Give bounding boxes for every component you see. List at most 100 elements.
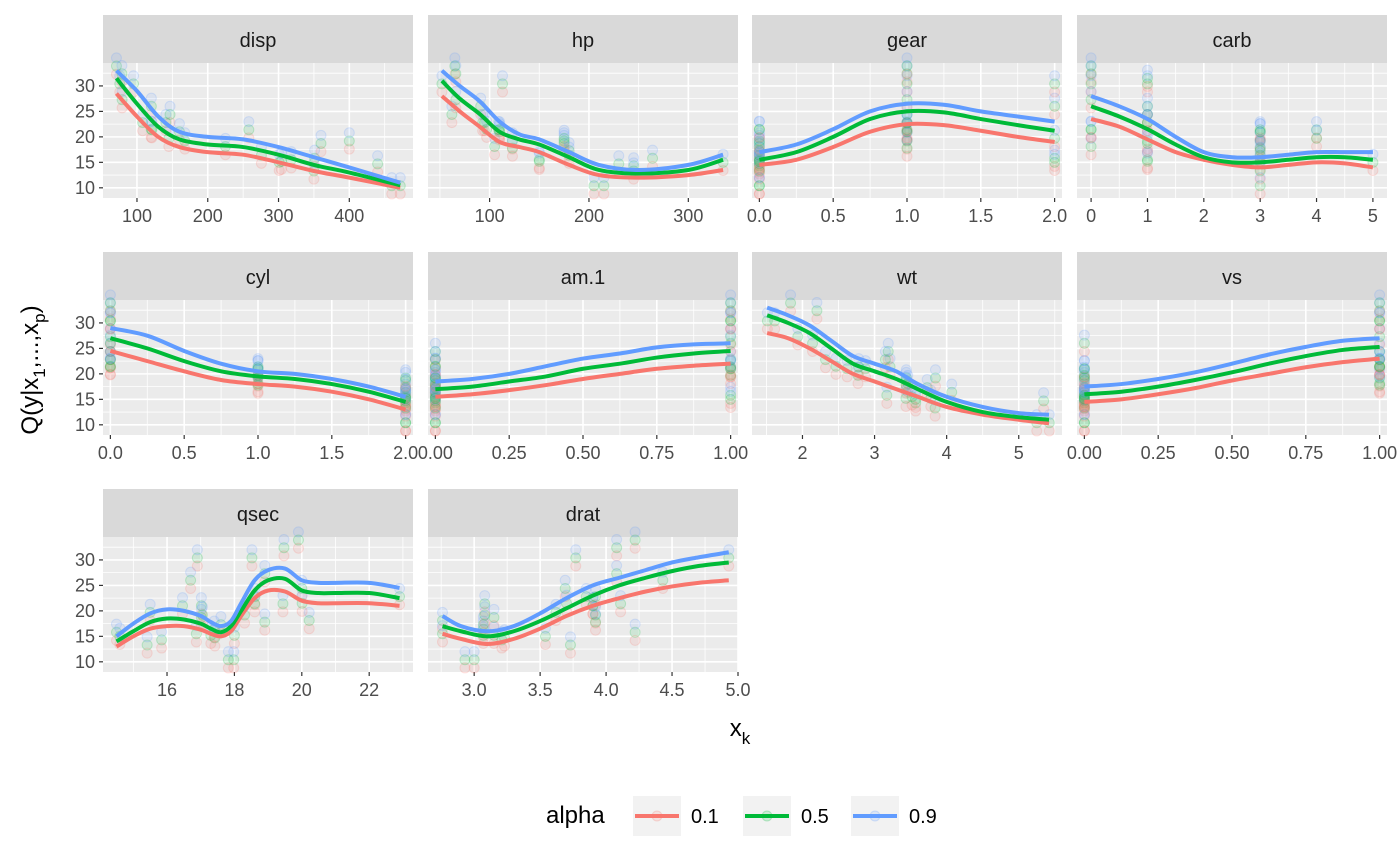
data-point	[1374, 362, 1386, 374]
data-point	[725, 331, 737, 343]
data-point	[884, 353, 896, 365]
data-point	[309, 144, 321, 156]
data-point	[446, 117, 458, 129]
data-point	[558, 124, 570, 136]
data-point	[1254, 142, 1266, 154]
data-point	[1078, 373, 1090, 385]
y-axis-title-sub1: 1	[30, 368, 49, 377]
y-tick-label: 30	[75, 313, 95, 333]
data-point	[1141, 86, 1153, 98]
data-point	[468, 654, 480, 666]
data-point	[1254, 132, 1266, 144]
data-point	[400, 372, 412, 384]
data-point	[386, 188, 398, 200]
facet-strip	[1077, 15, 1387, 63]
data-point	[1254, 173, 1266, 185]
series-line-alpha-0_9	[115, 565, 400, 638]
x-tick-label: 400	[334, 206, 364, 226]
data-point	[629, 634, 641, 646]
data-point	[372, 158, 384, 170]
data-point	[185, 574, 197, 586]
data-point	[901, 52, 913, 64]
data-point	[1254, 135, 1266, 147]
data-point	[629, 534, 641, 546]
data-point	[429, 417, 441, 429]
x-tick-label: 0.00	[418, 443, 453, 463]
data-point	[725, 369, 737, 381]
data-point	[1078, 425, 1090, 437]
data-point	[110, 52, 122, 64]
data-point	[1374, 323, 1386, 335]
data-point	[488, 603, 500, 615]
data-point	[239, 617, 251, 629]
data-point	[901, 60, 913, 72]
data-point	[400, 409, 412, 421]
data-point	[278, 534, 290, 546]
facet-label: qsec	[237, 504, 279, 526]
data-point	[811, 313, 823, 325]
data-point	[753, 165, 765, 177]
series-line-alpha-0_5	[758, 108, 1055, 162]
data-point	[185, 566, 197, 578]
data-point	[725, 323, 737, 335]
data-point	[144, 598, 156, 610]
data-point	[429, 403, 441, 415]
data-point	[104, 352, 116, 364]
legend-item-0_9: 0.9	[851, 796, 937, 836]
data-point	[259, 624, 271, 636]
data-point	[449, 52, 461, 64]
x-tick-label: 16	[157, 680, 177, 700]
data-point	[587, 608, 599, 620]
x-tick-label: 2	[1199, 206, 1209, 226]
x-tick-label: 0.00	[1067, 443, 1102, 463]
data-point	[533, 154, 545, 166]
facet-label: gear	[887, 30, 927, 52]
data-point	[429, 353, 441, 365]
facet-label: wt	[896, 267, 917, 289]
data-point	[1049, 156, 1061, 168]
data-point	[429, 405, 441, 417]
data-point	[479, 606, 491, 618]
x-tick-label: 3.5	[528, 680, 553, 700]
data-point	[1311, 132, 1323, 144]
data-point	[191, 544, 203, 556]
data-point	[753, 129, 765, 141]
data-point	[882, 345, 894, 357]
data-point	[628, 152, 640, 164]
y-tick-label: 25	[75, 338, 95, 358]
data-point	[273, 164, 285, 176]
data-point	[429, 425, 441, 437]
data-point	[1078, 337, 1090, 349]
series-line-alpha-0_5	[766, 313, 1050, 422]
data-point	[1254, 126, 1266, 138]
data-point	[1141, 146, 1153, 158]
data-point	[533, 162, 545, 174]
data-point	[1141, 154, 1153, 166]
y-tick-label: 20	[75, 364, 95, 384]
data-point	[164, 100, 176, 112]
data-point	[910, 401, 922, 413]
x-tick-label: 0.25	[492, 443, 527, 463]
data-point	[1374, 323, 1386, 335]
data-point	[725, 323, 737, 335]
data-point	[400, 366, 412, 378]
data-point	[477, 615, 489, 627]
series-line-alpha-0_5	[1090, 104, 1374, 165]
data-point	[725, 389, 737, 401]
data-point	[429, 352, 441, 364]
data-point	[910, 405, 922, 417]
data-point	[104, 362, 116, 374]
data-point	[259, 608, 271, 620]
data-point	[753, 132, 765, 144]
data-point	[570, 560, 582, 572]
data-point	[811, 305, 823, 317]
facet-strip	[752, 252, 1062, 300]
data-point	[429, 345, 441, 357]
data-point	[343, 127, 355, 139]
data-point	[1254, 141, 1266, 153]
data-point	[852, 378, 864, 390]
series-line-alpha-0_9	[766, 305, 1050, 417]
data-point	[400, 417, 412, 429]
data-point	[1078, 417, 1090, 429]
